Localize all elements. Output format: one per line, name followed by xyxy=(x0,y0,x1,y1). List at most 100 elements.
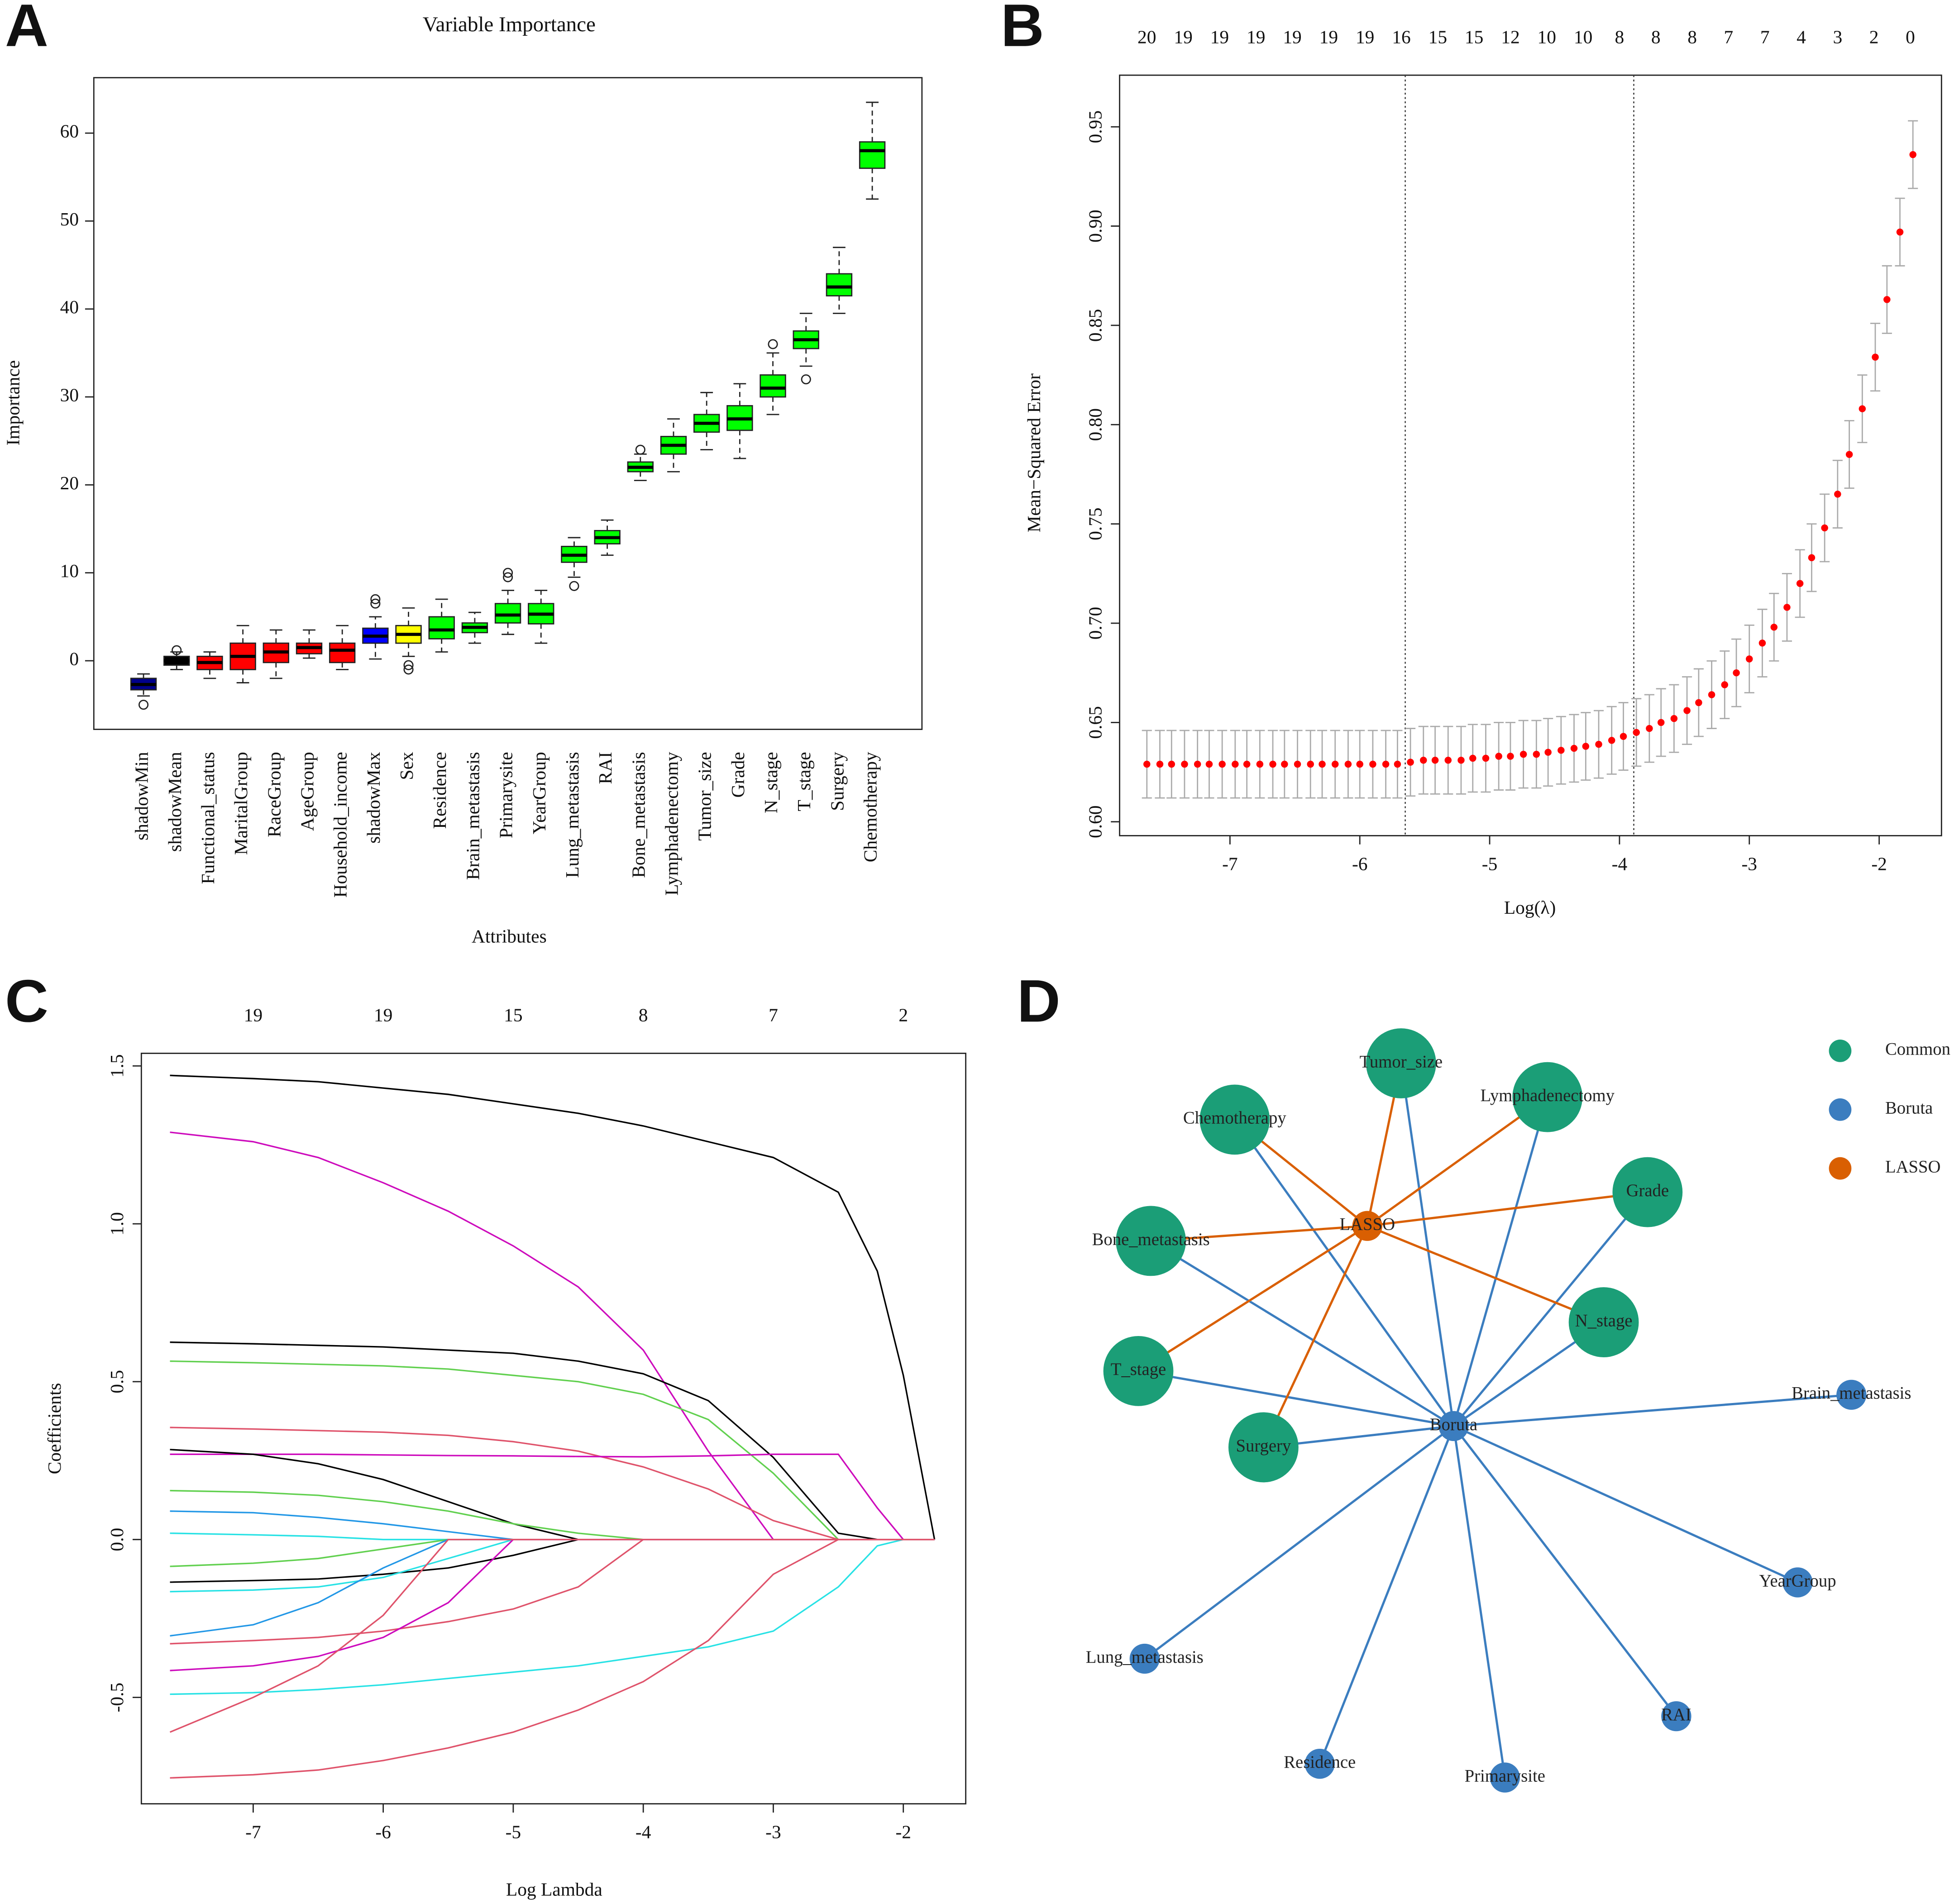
outlier xyxy=(172,645,182,655)
outlier xyxy=(370,598,381,609)
panel-a: 0 10 20 30 40 50 60 Importance Attributes Variabl… xyxy=(3,13,923,947)
x-tick-label: -7 xyxy=(1222,853,1238,874)
top-tick-label: 10 xyxy=(1574,26,1592,47)
legend-swatch xyxy=(1829,1098,1852,1121)
node xyxy=(1352,1211,1382,1241)
y-tick-label: 20 xyxy=(60,472,79,493)
box xyxy=(329,642,356,663)
point xyxy=(1307,760,1314,768)
x-tick-label: N_stage xyxy=(760,752,781,813)
x-tick-label: -3 xyxy=(765,1821,781,1842)
point xyxy=(1808,554,1816,561)
point xyxy=(1369,760,1376,768)
point xyxy=(1834,491,1841,498)
point xyxy=(1156,760,1164,768)
panel-c: -0.5 0.0 0.5 1.0 1.5 -7 -6 -5 -4 -3 -2 19 19 15 8 7 2 Coe… xyxy=(44,1005,966,1900)
point xyxy=(1205,760,1213,768)
box xyxy=(760,374,786,398)
x-tick-label: -7 xyxy=(245,1821,261,1842)
top-tick-label: 8 xyxy=(1615,26,1625,47)
point xyxy=(1582,743,1590,750)
outlier xyxy=(403,660,414,670)
node-label: Surgery xyxy=(1236,1436,1291,1455)
point xyxy=(1469,754,1476,762)
point xyxy=(1181,760,1188,768)
point xyxy=(1859,405,1866,412)
node xyxy=(1304,1748,1335,1779)
y-axis-label: Importance xyxy=(3,360,24,446)
top-tick-label: 0 xyxy=(1906,26,1915,47)
point xyxy=(1783,604,1791,611)
y-axis-label: Mean−Squared Error xyxy=(1023,373,1044,532)
point xyxy=(1872,353,1879,361)
point xyxy=(1683,707,1691,714)
edge xyxy=(1453,1425,1798,1584)
point xyxy=(1281,760,1288,768)
edge xyxy=(1453,1425,1677,1717)
point xyxy=(1657,719,1665,726)
node-label: Bone_metastasis xyxy=(1092,1230,1210,1249)
x-tick-label: Primarysite xyxy=(496,752,516,838)
point xyxy=(1319,760,1326,768)
y-tick-label: 0.65 xyxy=(1085,706,1105,739)
point xyxy=(1570,744,1578,752)
point xyxy=(1382,760,1390,768)
top-tick-label: 15 xyxy=(1429,26,1447,47)
y-tick-label: 1.5 xyxy=(106,1054,127,1078)
point xyxy=(1544,749,1552,756)
y-tick-label: 30 xyxy=(60,385,79,406)
top-tick-label: 19 xyxy=(374,1005,392,1026)
node-label: Lymphadenectomy xyxy=(1480,1086,1615,1105)
edge xyxy=(1453,1097,1549,1427)
point xyxy=(1758,639,1766,647)
point xyxy=(1670,715,1678,722)
node xyxy=(1228,1412,1299,1483)
point xyxy=(1533,750,1540,758)
node-label: YearGroup xyxy=(1759,1571,1836,1590)
outlier xyxy=(403,664,414,675)
node xyxy=(1782,1567,1813,1598)
y-tick-label: 0.85 xyxy=(1085,309,1105,342)
panel-letter: A xyxy=(5,0,48,59)
coefficient-path xyxy=(170,1074,936,1540)
x-tick-label: Surgery xyxy=(827,752,847,811)
node xyxy=(1490,1762,1520,1793)
node-label: LASSO xyxy=(1339,1215,1395,1234)
x-tick-label: Tumor_size xyxy=(694,752,715,840)
coefficient-path xyxy=(170,1539,935,1695)
panel-letter: D xyxy=(1017,968,1061,1035)
box xyxy=(428,616,455,639)
x-tick-label: Residence xyxy=(429,752,450,829)
node xyxy=(1103,1336,1174,1406)
top-tick-label: 19 xyxy=(1283,26,1301,47)
point xyxy=(1356,760,1363,768)
node-label: Residence xyxy=(1284,1753,1356,1772)
legend-label: LASSO xyxy=(1885,1158,1941,1177)
outlier xyxy=(635,444,645,455)
x-tick-label: MaritalGroup xyxy=(230,752,251,855)
point xyxy=(1909,151,1916,158)
x-tick-label: -6 xyxy=(375,1821,391,1842)
top-tick-label: 15 xyxy=(504,1005,522,1026)
point xyxy=(1420,757,1427,764)
top-tick-label: 20 xyxy=(1137,26,1156,47)
node-label: Lung_metastasis xyxy=(1086,1648,1204,1667)
x-tick-label: Household_income xyxy=(330,752,351,897)
y-tick-label: -0.5 xyxy=(106,1683,127,1713)
legend-label: Common xyxy=(1885,1040,1950,1059)
edge xyxy=(1150,1240,1454,1427)
top-tick-label: 2 xyxy=(1869,26,1879,47)
box xyxy=(494,603,521,624)
point xyxy=(1507,753,1514,760)
coefficient-path xyxy=(170,1539,935,1779)
x-tick-label: Bone_metastasis xyxy=(628,752,649,878)
node xyxy=(1366,1028,1436,1098)
x-tick-label: Sex xyxy=(396,752,417,780)
y-tick-label: 50 xyxy=(60,209,79,229)
point xyxy=(1721,681,1729,688)
y-tick-label: 0.60 xyxy=(1085,806,1105,839)
panel-letter: C xyxy=(5,968,48,1035)
x-tick-label: Lung_metastasis xyxy=(562,752,583,878)
top-tick-label: 16 xyxy=(1392,26,1410,47)
